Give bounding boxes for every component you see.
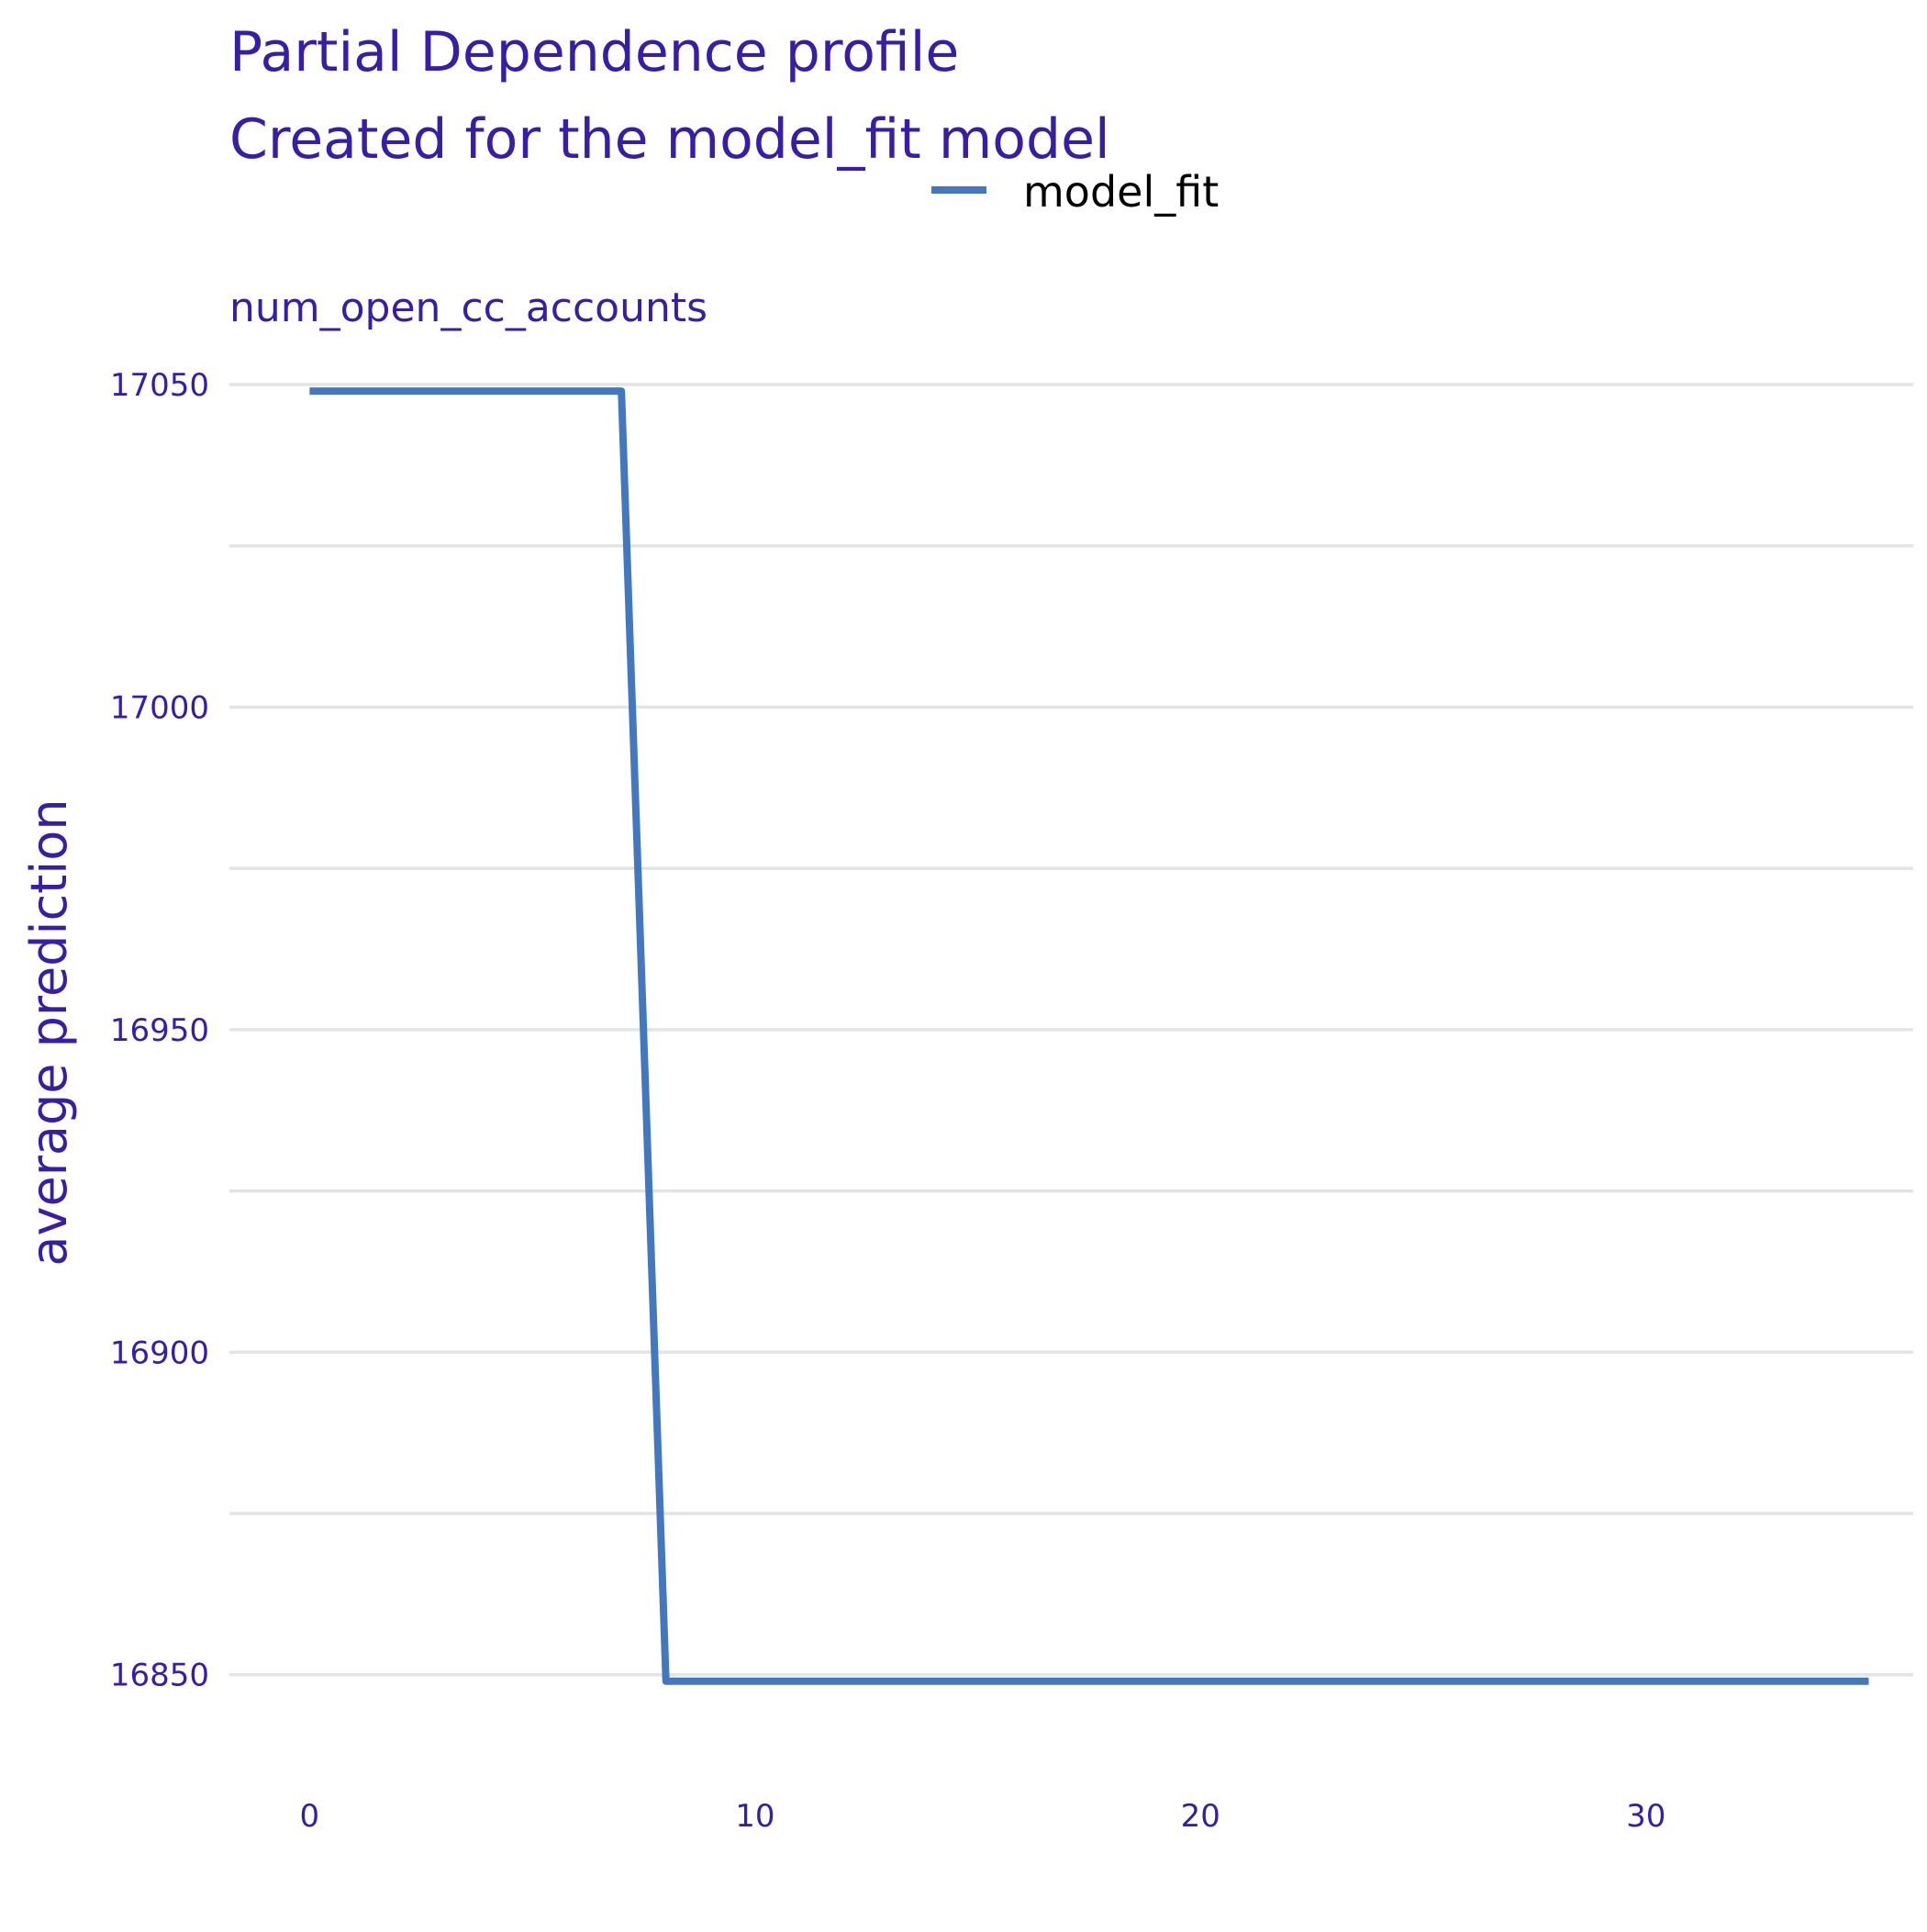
x-tick-label: 10 [735, 1798, 774, 1835]
x-tick-label: 0 [300, 1798, 320, 1835]
gridlines [229, 383, 1913, 1677]
series-line-model_fit [309, 387, 1869, 1685]
facet-label: num_open_cc_accounts [229, 285, 707, 331]
series-group [309, 387, 1869, 1685]
y-axis-ticks: 16850 16900 16950 17000 17050 [110, 367, 209, 1694]
x-axis-ticks: 0 10 20 30 [300, 1798, 1666, 1835]
chart-subtitle: Created for the model_fit model [229, 107, 1110, 172]
y-tick-label: 17000 [110, 689, 209, 726]
legend-label: model_fit [1023, 167, 1219, 217]
y-tick-label: 16900 [110, 1335, 209, 1371]
y-tick-label: 16850 [110, 1658, 209, 1694]
legend: model_fit [931, 167, 1219, 217]
y-axis-label: average prediction [20, 798, 78, 1266]
x-tick-label: 30 [1626, 1798, 1665, 1835]
chart-title: Partial Dependence profile [229, 20, 959, 84]
y-tick-label: 17050 [110, 367, 209, 404]
y-tick-label: 16950 [110, 1012, 209, 1049]
x-tick-label: 20 [1181, 1798, 1220, 1835]
